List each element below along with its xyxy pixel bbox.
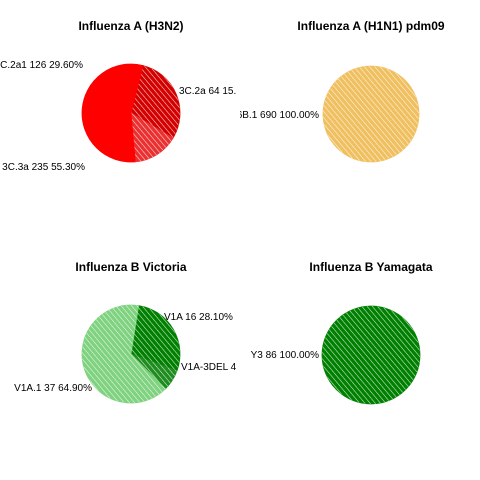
pie-title: Influenza A (H3N2): [78, 19, 183, 33]
pie-slice-label: Y3 86 100.00%: [251, 350, 319, 361]
pie-slice-hatching: [322, 306, 420, 404]
pie-slice-label: 3C.3a 235 55.30%: [2, 162, 85, 173]
pie-slice-label: V1A.1 37 64.90%: [14, 383, 92, 394]
pie-title: Influenza B Yamagata: [309, 260, 432, 274]
pie-slice-hatching: [323, 66, 419, 162]
pie-panel-yamagata: Influenza B Yamagata Y3 86 100.00%: [251, 260, 433, 405]
pie-title: Influenza B Victoria: [75, 260, 186, 274]
pie-slice-hatching: [131, 305, 181, 371]
pie-slice-label: 6B.1 690 100.00%: [237, 110, 319, 121]
pie-slice-label: 3C.2a1 126 29.60%: [0, 60, 83, 71]
pie-panel-victoria: Influenza B Victoria V1A 16 28.10% V1A-3D…: [14, 260, 237, 404]
pie-panel-h3n2: Influenza A (H3N2) 3C.2a1 126 29.60% 3C.2…: [0, 19, 236, 173]
pie-panel-h1n1: Influenza A (H1N1) pdm09 6B.1 690 100.00…: [237, 19, 445, 163]
pie-slice-hatching: [131, 113, 174, 162]
pie-slice-label: 3C.2a 64 15.: [179, 86, 236, 97]
pie-slice-hatching: [131, 354, 178, 389]
pie-slice-hatching: [82, 304, 166, 403]
pie-title: Influenza A (H1N1) pdm09: [297, 19, 444, 33]
pie-slice-label: V1A-3DEL 4: [181, 362, 237, 373]
pie-slice: [81, 63, 144, 163]
pie-slice-label: V1A 16 28.10%: [164, 312, 233, 323]
